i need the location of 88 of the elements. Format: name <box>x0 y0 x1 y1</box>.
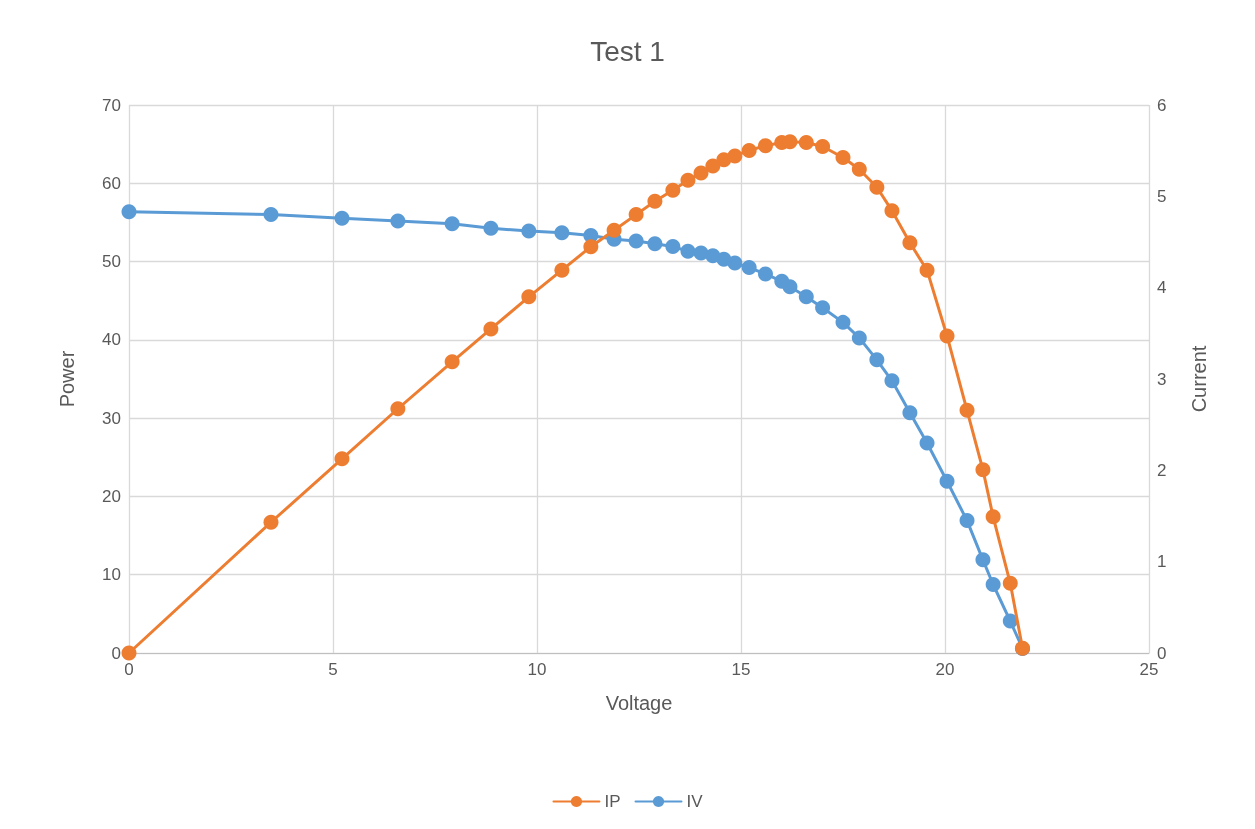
legend-label: IV <box>686 792 704 811</box>
point <box>606 222 622 238</box>
point <box>741 260 757 276</box>
point <box>884 373 900 389</box>
point <box>1002 575 1018 591</box>
chart-title: Test 1 <box>590 35 665 67</box>
point <box>869 179 885 195</box>
point <box>263 207 279 223</box>
x-axis-title: Voltage <box>605 692 673 714</box>
point <box>263 514 279 530</box>
y-axis-title: Power <box>56 350 78 408</box>
y2-tick-label: 0 <box>1157 643 1167 663</box>
x-tick-label: 0 <box>124 660 134 679</box>
point <box>647 236 663 252</box>
point <box>334 210 350 226</box>
y-tick-label: 10 <box>102 565 121 585</box>
point <box>583 239 599 255</box>
point <box>798 289 814 305</box>
point <box>758 266 773 282</box>
point <box>483 220 499 236</box>
y-tick-label: 60 <box>102 173 121 193</box>
y2-tick-label: 6 <box>1157 95 1167 115</box>
y-tick-label: 0 <box>111 643 121 663</box>
point <box>919 262 935 278</box>
y-tick-label: 70 <box>102 95 121 115</box>
point <box>628 233 644 249</box>
point <box>444 216 460 232</box>
y-tick-label: 20 <box>102 486 121 506</box>
point <box>815 300 831 316</box>
point <box>554 225 570 241</box>
point <box>483 321 499 337</box>
point <box>869 352 885 368</box>
point <box>665 239 681 255</box>
point <box>521 289 537 305</box>
y2-axis-title: Current <box>1188 345 1210 413</box>
point <box>665 182 681 198</box>
point <box>647 193 663 209</box>
point <box>985 509 1001 525</box>
point <box>727 148 743 164</box>
point <box>884 203 900 219</box>
point <box>851 161 867 177</box>
point <box>985 577 1001 592</box>
point <box>334 451 350 467</box>
point <box>727 255 743 271</box>
x-tick-label: 15 <box>731 660 751 679</box>
point <box>554 262 570 278</box>
point <box>902 405 918 421</box>
y2-tick-label: 1 <box>1157 552 1167 572</box>
point <box>959 402 975 418</box>
y-tick-label: 50 <box>102 252 121 272</box>
y2-tick-label: 3 <box>1157 369 1167 389</box>
y-tick-label: 40 <box>102 330 121 350</box>
point <box>390 401 406 417</box>
point <box>628 207 644 223</box>
point <box>121 645 137 661</box>
point <box>919 435 935 451</box>
y2-tick-label: 4 <box>1157 278 1167 298</box>
point <box>680 172 696 188</box>
point <box>835 314 851 330</box>
x-tick-label: 20 <box>935 660 955 679</box>
point <box>521 223 537 239</box>
point <box>975 552 991 568</box>
point <box>959 513 975 529</box>
y2-tick-label: 5 <box>1157 186 1167 206</box>
point <box>390 213 406 229</box>
point <box>851 330 867 346</box>
point <box>975 462 991 478</box>
point <box>835 149 851 165</box>
x-tick-label: 5 <box>328 660 338 679</box>
point <box>902 235 918 251</box>
point <box>680 243 696 259</box>
point <box>1002 613 1018 629</box>
point <box>798 135 814 151</box>
legend-label: IP <box>604 792 621 811</box>
point <box>758 138 773 154</box>
y-tick-label: 30 <box>102 408 121 428</box>
point <box>782 279 798 295</box>
point <box>939 328 955 344</box>
point <box>939 473 955 489</box>
x-tick-label: 25 <box>1139 660 1159 679</box>
y2-tick-label: 2 <box>1157 460 1167 480</box>
point <box>741 142 757 158</box>
point <box>705 158 721 174</box>
x-tick-label: 10 <box>527 660 547 679</box>
point <box>121 204 137 220</box>
point <box>444 354 460 370</box>
point <box>693 165 709 181</box>
point <box>815 138 831 154</box>
